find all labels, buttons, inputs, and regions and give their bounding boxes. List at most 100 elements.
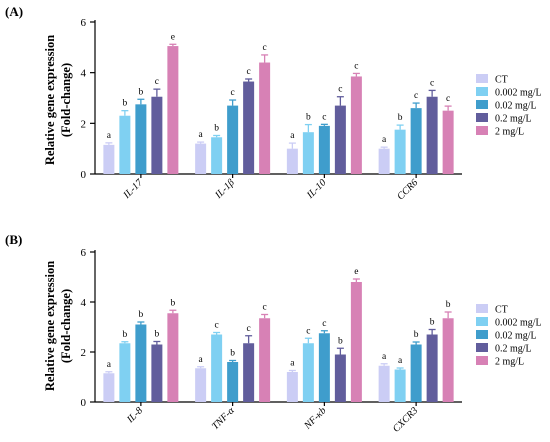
y-tick-label-a: 6	[81, 17, 87, 29]
bar-a-3-3	[426, 96, 438, 174]
y-tick-label-b: 6	[81, 247, 87, 259]
significance-label-a-0-4: e	[171, 32, 175, 42]
legend-swatch-b-1	[476, 317, 488, 326]
bar-a-1-2	[227, 105, 239, 174]
bar-a-0-0	[103, 144, 115, 174]
bar-b-0-1	[119, 343, 131, 402]
bar-a-3-2	[410, 108, 422, 174]
bar-b-3-1	[394, 369, 406, 402]
significance-label-b-0-1: b	[123, 330, 128, 340]
bar-a-1-1	[211, 137, 223, 174]
y-tick-label-b: 2	[81, 347, 87, 359]
bar-b-2-0	[286, 372, 298, 402]
significance-label-a-1-2: c	[231, 88, 235, 98]
y-tick-label-a: 2	[81, 118, 87, 130]
legend-b: CT 0.002 mg/L 0.02 mg/L 0.2 mg/L 2 mg/L	[476, 304, 542, 368]
bar-b-2-4	[350, 282, 362, 402]
panel-label-b: (B)	[5, 232, 22, 247]
bar-a-1-4	[259, 62, 271, 174]
panel-a: (A) Relative gene expression (Fold-chang…	[5, 4, 542, 202]
bar-b-2-2	[318, 333, 330, 402]
significance-label-a-3-4: c	[446, 94, 450, 104]
legend-a: CT 0.002 mg/L 0.02 mg/L 0.2 mg/L 2 mg/L	[476, 74, 542, 138]
significance-label-b-1-0: a	[199, 355, 204, 365]
significance-label-a-2-1: b	[306, 113, 311, 123]
bar-a-2-4	[350, 76, 362, 174]
legend-label-a-0: CT	[495, 75, 508, 86]
y-tick-label-a: 0	[81, 169, 87, 181]
legend-swatch-a-0	[476, 74, 488, 83]
bar-a-0-4	[167, 46, 179, 174]
significance-label-a-2-4: c	[354, 61, 358, 71]
legend-swatch-a-4	[476, 126, 488, 135]
significance-label-a-0-0: a	[107, 131, 112, 141]
significance-label-a-1-0: a	[199, 130, 204, 140]
legend-swatch-b-4	[476, 356, 488, 365]
legend-label-b-3: 0.2 mg/L	[495, 344, 532, 355]
significance-label-b-2-4: e	[354, 267, 358, 277]
x-tick-label-a-0: IL-17	[121, 177, 146, 202]
panel-label-a: (A)	[5, 4, 23, 19]
y-axis-title-a-line1: Relative gene expression	[43, 35, 57, 165]
x-tick-label-b-0: IL-8	[124, 405, 145, 426]
significance-label-a-3-0: a	[382, 135, 387, 145]
bar-b-0-4	[167, 313, 179, 402]
bar-a-2-3	[334, 105, 346, 174]
legend-label-b-1: 0.002 mg/L	[495, 318, 542, 329]
legend-swatch-b-0	[476, 304, 488, 313]
x-tick-label-b-2: NF-κb	[302, 405, 329, 432]
significance-label-a-1-3: c	[247, 67, 251, 77]
bar-b-1-2	[227, 362, 239, 402]
bar-b-3-0	[378, 365, 390, 402]
significance-label-b-3-1: a	[398, 356, 403, 366]
significance-label-b-3-0: a	[382, 352, 387, 362]
legend-label-a-2: 0.02 mg/L	[495, 101, 537, 112]
x-tick-label-b-3: CXCR3	[391, 405, 420, 434]
significance-label-a-0-1: b	[123, 99, 128, 109]
x-tick-label-a-2: IL-10	[304, 177, 328, 201]
bar-b-3-3	[426, 334, 438, 402]
y-tick-label-a: 4	[81, 68, 87, 80]
significance-label-b-1-4: c	[263, 303, 267, 313]
significance-label-a-0-2: b	[139, 87, 144, 97]
legend-label-b-2: 0.02 mg/L	[495, 331, 537, 342]
bar-a-3-1	[394, 129, 406, 174]
significance-label-b-1-3: c	[247, 324, 251, 334]
bar-b-2-1	[302, 343, 314, 402]
significance-label-a-0-3: c	[155, 77, 159, 87]
bar-b-2-3	[334, 354, 346, 402]
y-tick-label-b: 4	[81, 297, 87, 309]
x-tick-label-b-1: TNF-α	[210, 405, 237, 432]
significance-label-a-3-3: c	[430, 78, 434, 88]
bar-b-3-4	[442, 318, 454, 402]
bar-b-0-2	[135, 324, 147, 402]
significance-label-b-0-3: b	[155, 330, 160, 340]
bar-b-1-4	[259, 318, 271, 402]
x-tick-label-a-1: IL-1β	[213, 177, 237, 201]
panel-b: (B) Relative gene expression (Fold-chang…	[5, 232, 542, 435]
bar-b-1-1	[211, 334, 223, 402]
significance-label-b-0-4: b	[171, 298, 176, 308]
significance-label-a-3-1: b	[398, 113, 403, 123]
bar-a-2-2	[318, 125, 330, 174]
significance-label-b-1-1: c	[215, 321, 219, 331]
significance-label-b-2-0: a	[290, 359, 295, 369]
bar-a-3-4	[442, 110, 454, 174]
legend-swatch-a-2	[476, 100, 488, 109]
bar-a-2-1	[302, 132, 314, 174]
legend-swatch-b-2	[476, 330, 488, 339]
bar-b-1-3	[243, 343, 255, 402]
significance-label-b-2-1: c	[306, 326, 310, 336]
significance-label-b-3-3: b	[430, 318, 435, 328]
plot-area-b: 0 2 4 6 a b b b b IL-8 a c b c c TNF-α a c c b e NF-κb a a b b b CX…	[81, 247, 462, 435]
bar-a-2-0	[286, 148, 298, 174]
y-axis-title-a-line2: (Fold-change)	[59, 63, 73, 137]
bar-b-0-0	[103, 373, 115, 402]
y-axis-title-b-line1: Relative gene expression	[43, 261, 57, 391]
significance-label-a-3-2: c	[414, 91, 418, 101]
legend-label-a-4: 2 mg/L	[495, 127, 524, 138]
significance-label-a-2-0: a	[290, 131, 295, 141]
significance-label-b-1-2: b	[230, 349, 235, 359]
bar-a-3-0	[378, 148, 390, 174]
